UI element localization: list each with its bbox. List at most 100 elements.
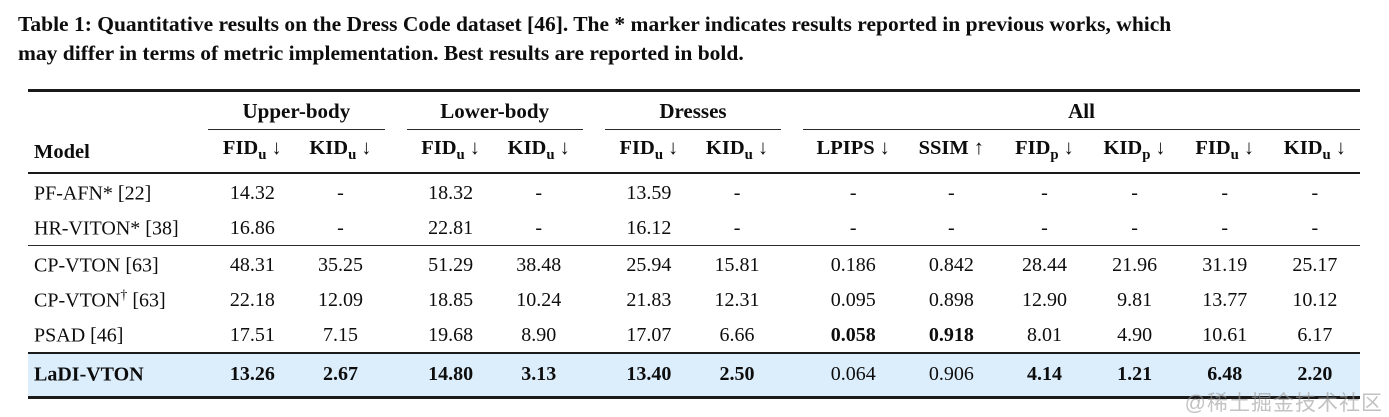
metric-name: FID xyxy=(1195,137,1231,159)
value-cell: - xyxy=(1311,216,1319,239)
spacer xyxy=(583,173,605,211)
table-row: CP-VTON† [63] 22.18 12.09 18.85 10.24 21.83 12… xyxy=(28,283,1360,318)
spacer xyxy=(781,173,803,211)
model-name: HR-VITON* xyxy=(34,217,141,240)
value-cell: 31.19 xyxy=(1179,245,1270,284)
model-name: PF-AFN* xyxy=(34,182,113,205)
spacer xyxy=(385,211,407,246)
value-cell: 6.17 xyxy=(1297,323,1333,346)
spacer xyxy=(582,352,605,398)
spacer xyxy=(384,129,407,175)
arrow-down-icon: ↓ xyxy=(757,137,769,159)
spacer xyxy=(781,129,804,175)
value-cell: 38.48 xyxy=(494,245,583,284)
spacer xyxy=(583,211,605,246)
model-name: PSAD xyxy=(34,324,86,347)
arrow-down-icon: ↓ xyxy=(1243,137,1255,159)
arrow-down-icon: ↓ xyxy=(559,137,570,159)
value-cell: 8.90 xyxy=(521,323,557,346)
spacer xyxy=(385,283,407,318)
value-cell: 35.25 xyxy=(296,245,385,284)
group-header-upper-body: Upper-body xyxy=(208,90,385,130)
table-body: PF-AFN* [22] 14.32-18.32-13.59- - - - - - - HR-V… xyxy=(28,173,1360,398)
arrow-down-icon: ↓ xyxy=(1063,137,1074,159)
metric-header: KIDu ↓ xyxy=(296,129,385,175)
model-reference: [38] xyxy=(140,217,179,240)
value-cell: 48.31 xyxy=(208,245,297,284)
arrow-down-icon: ↓ xyxy=(668,137,679,159)
spacer xyxy=(781,91,803,130)
value-cell: 0.918 xyxy=(928,323,974,346)
model-name-cell: PF-AFN* [22] xyxy=(28,173,208,211)
spacer xyxy=(781,318,803,354)
arrow-down-icon: ↓ xyxy=(1335,137,1346,159)
value-cell: 14.32 xyxy=(229,181,275,204)
spacer xyxy=(583,283,605,318)
model-name-cell: CP-VTON† [63] xyxy=(28,283,208,318)
spacer xyxy=(582,129,605,175)
value-cell: - xyxy=(1221,216,1229,239)
metric-header: FIDu ↓ xyxy=(208,129,297,175)
table-row: PF-AFN* [22] 14.32 - 18.32 - 13.59 - - - - - - - xyxy=(28,173,1360,211)
value-cell: 2.67 xyxy=(296,352,385,398)
spacer xyxy=(583,318,605,354)
metric-name: SSIM xyxy=(918,137,969,159)
spacer xyxy=(384,352,407,398)
arrow-down-icon: ↓ xyxy=(361,137,372,159)
caption-line-1: Table 1: Quantitative results on the Dre… xyxy=(18,12,1172,36)
value-cell: - xyxy=(1221,181,1229,204)
value-cell: 10.61 xyxy=(1202,323,1248,346)
spacer xyxy=(781,283,803,318)
spacer xyxy=(385,173,407,211)
value-cell: 51.29 xyxy=(406,245,495,284)
metric-name: FID xyxy=(619,137,655,159)
model-reference: [22] xyxy=(112,182,152,205)
metric-header: FIDp ↓ xyxy=(999,129,1090,175)
value-cell: 4.90 xyxy=(1117,323,1153,346)
metric-subscript: u xyxy=(546,147,555,164)
metric-header: LPIPS ↓ xyxy=(803,129,904,175)
value-cell: 9.81 xyxy=(1117,288,1153,311)
value-cell: 10.24 xyxy=(516,288,562,311)
model-reference: [63] xyxy=(120,255,159,278)
value-cell: 22.81 xyxy=(428,216,474,239)
value-cell: - xyxy=(849,216,857,239)
value-cell: - xyxy=(947,181,955,204)
model-superscript: † xyxy=(120,288,128,304)
value-cell: 0.064 xyxy=(803,352,904,398)
value-cell: 0.898 xyxy=(928,288,974,311)
arrow-up-icon: ↑ xyxy=(973,137,985,159)
model-name-cell: HR-VITON* [38] xyxy=(28,211,208,246)
value-cell: 12.90 xyxy=(1021,288,1067,311)
spacer xyxy=(583,91,605,130)
metric-header: KIDu ↓ xyxy=(494,129,583,175)
value-cell: 17.51 xyxy=(229,323,275,346)
value-cell: - xyxy=(733,216,741,239)
group-header-spacer xyxy=(28,91,208,130)
value-cell: - xyxy=(535,216,543,239)
metric-subscript: u xyxy=(744,147,753,164)
metric-header: SSIM ↑ xyxy=(903,129,1000,175)
model-name-cell: LaDI-VTON xyxy=(28,352,209,398)
model-name: CP-VTON xyxy=(34,289,121,312)
table-wrapper: Upper-body Lower-body Dresses All Model … xyxy=(28,89,1360,400)
value-cell: 0.906 xyxy=(903,352,1000,398)
value-cell: 6.48 xyxy=(1179,352,1270,398)
spacer xyxy=(781,352,804,398)
model-reference: [63] xyxy=(127,289,166,312)
group-header-dresses: Dresses xyxy=(604,90,782,130)
metric-name: FID xyxy=(1015,137,1051,159)
value-cell: 19.68 xyxy=(428,323,474,346)
model-column-header: Model xyxy=(28,129,209,175)
value-cell: 14.80 xyxy=(406,352,495,398)
page: Table 1: Quantitative results on the Dre… xyxy=(0,10,1389,417)
value-cell: 25.17 xyxy=(1269,245,1360,284)
metric-name: KID xyxy=(1103,137,1143,159)
value-cell: - xyxy=(1131,216,1138,239)
arrow-down-icon: ↓ xyxy=(271,137,282,159)
value-cell: 2.20 xyxy=(1269,352,1360,398)
spacer xyxy=(781,211,803,246)
metric-subscript: u xyxy=(348,147,357,164)
metric-header: FIDu ↓ xyxy=(604,129,693,175)
value-cell: 25.94 xyxy=(604,245,693,284)
